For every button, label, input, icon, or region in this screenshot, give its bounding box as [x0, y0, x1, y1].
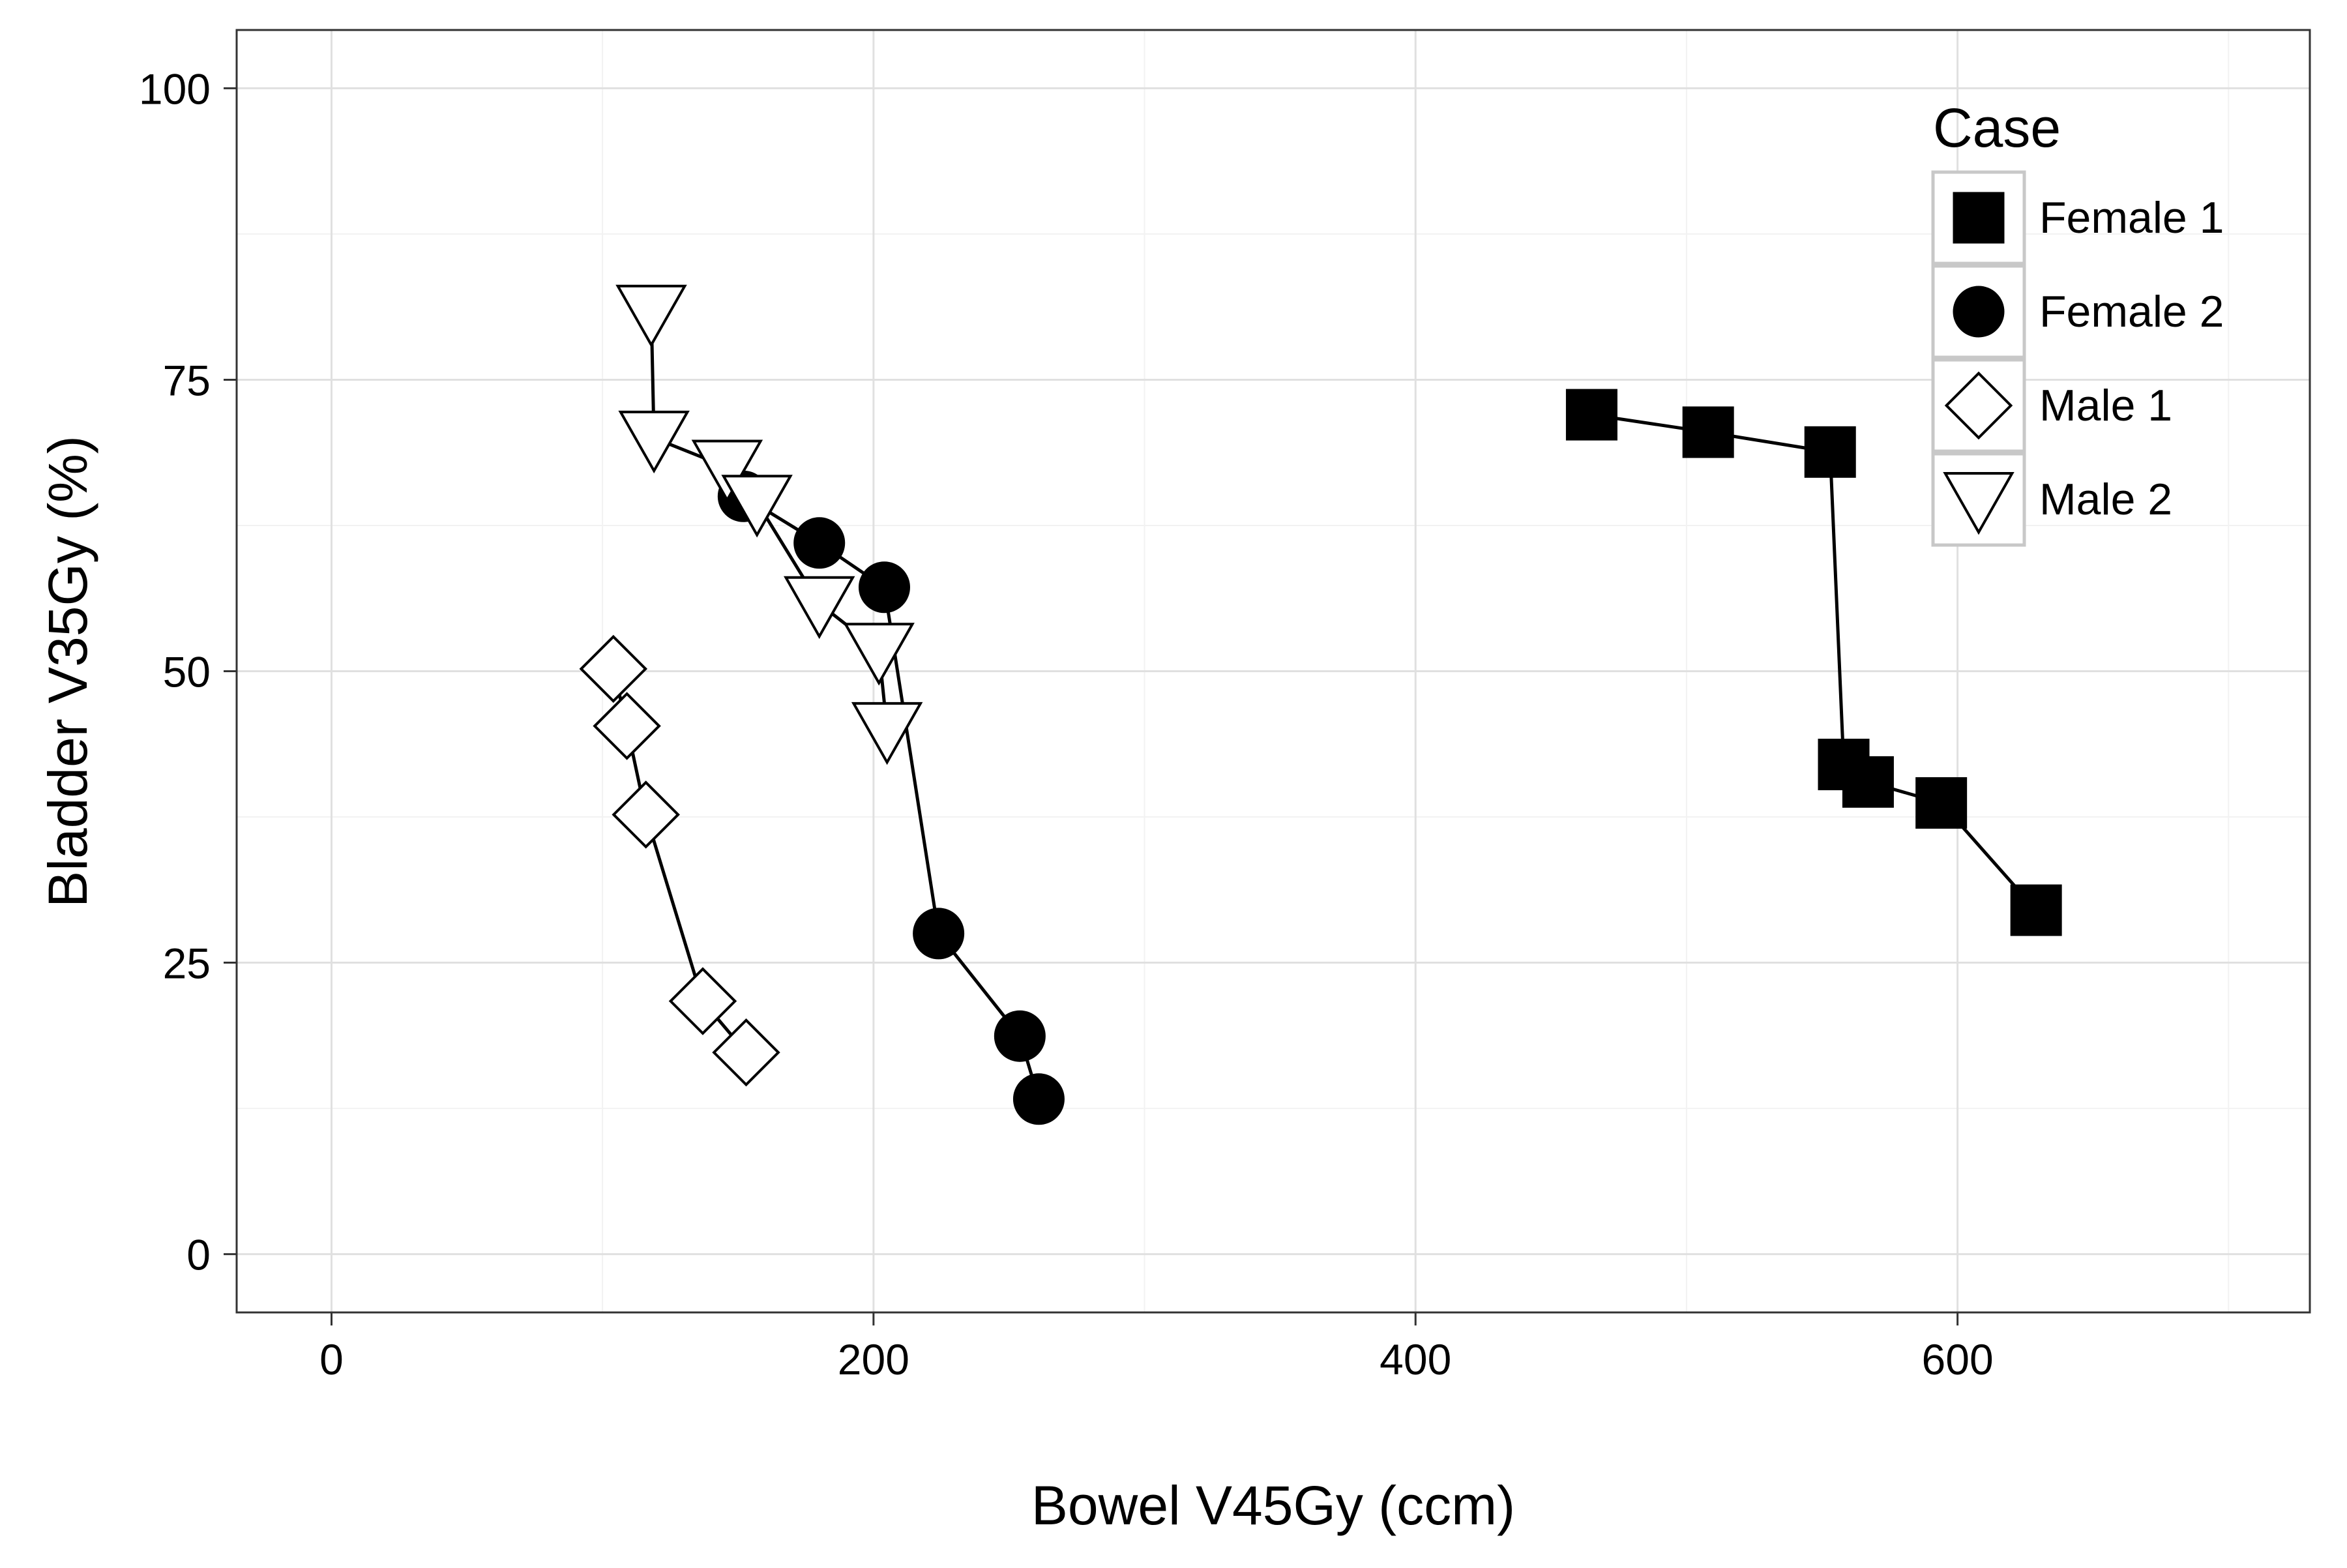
- data-point-male-2: [691, 439, 763, 503]
- data-point-male-1: [612, 780, 680, 849]
- legend-marker-male-1: [1944, 371, 2013, 440]
- legend-label-female-1: Female 1: [2039, 193, 2224, 243]
- y-axis-label: Bladder V35Gy (%): [37, 436, 98, 908]
- legend-label-male-1: Male 1: [2039, 381, 2172, 430]
- data-point-male-2: [618, 410, 690, 474]
- legend-marker-female-1: [1953, 192, 2005, 244]
- legend-marker-male-2: [1943, 471, 2015, 535]
- data-point-male-1: [712, 1018, 780, 1087]
- data-point-male-2: [783, 576, 855, 640]
- data-point-male-2: [721, 475, 793, 538]
- data-point-female-1: [1682, 406, 1734, 458]
- legend: Case Female 1 Female 2 Male 1 Male 2: [1931, 97, 2224, 547]
- data-point-female-1: [1804, 426, 1856, 478]
- data-point-female-2: [793, 517, 846, 569]
- data-point-male-1: [579, 634, 648, 703]
- legend-title: Case: [1933, 97, 2061, 158]
- y-tick-label: 75: [163, 356, 211, 404]
- x-tick-label: 200: [838, 1335, 909, 1383]
- data-point-male-1: [593, 692, 661, 760]
- legend-marker-female-2: [1953, 286, 2005, 338]
- y-tick-label: 25: [163, 939, 211, 988]
- legend-items: Female 1 Female 2 Male 1 Male 2: [1931, 170, 2224, 547]
- x-tick-label: 600: [1922, 1335, 1994, 1383]
- data-point-female-2: [913, 908, 965, 960]
- x-tick-label: 0: [319, 1335, 344, 1383]
- data-point-male-2: [615, 284, 687, 348]
- axis-ticks: 0 200 400 600 0 25 50 75 100: [139, 65, 1994, 1383]
- data-point-male-2: [843, 623, 915, 686]
- legend-label-male-2: Male 2: [2039, 475, 2172, 524]
- data-point-male-1: [668, 967, 737, 1035]
- y-tick-label: 100: [139, 65, 211, 113]
- x-axis-label: Bowel V45Gy (ccm): [1031, 1475, 1515, 1536]
- data-point-female-2: [858, 561, 910, 614]
- data-point-female-1: [1565, 389, 1617, 441]
- data-point-male-2: [851, 702, 923, 765]
- y-tick-label: 0: [186, 1231, 211, 1279]
- series-points: [579, 284, 2062, 1125]
- data-point-female-1: [1915, 777, 1968, 829]
- data-point-female-1: [2010, 884, 2062, 936]
- y-tick-label: 50: [163, 648, 211, 696]
- x-tick-label: 400: [1380, 1335, 1451, 1383]
- data-point-female-2: [1012, 1073, 1065, 1125]
- data-point-female-2: [994, 1010, 1046, 1062]
- legend-label-female-2: Female 2: [2039, 287, 2224, 336]
- data-point-female-1: [1842, 756, 1894, 808]
